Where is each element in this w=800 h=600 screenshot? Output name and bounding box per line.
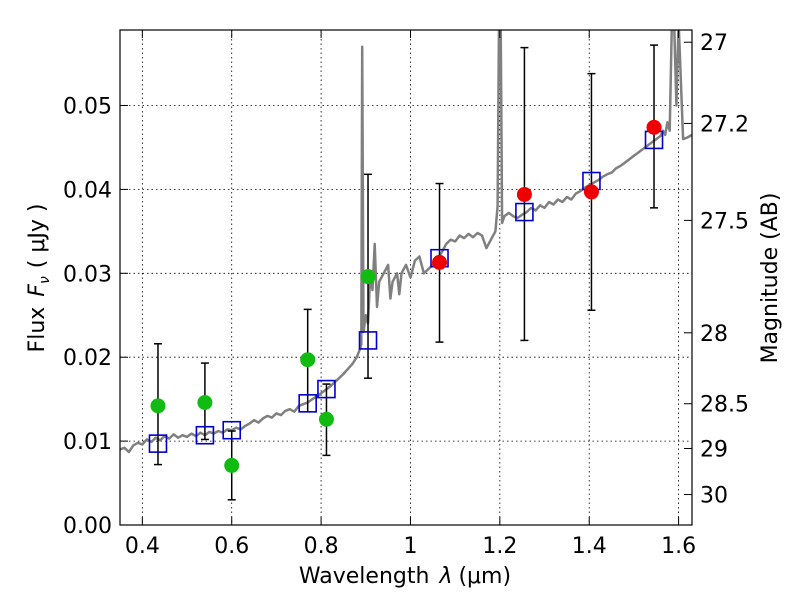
x-tick-label: 1.4 — [572, 534, 607, 559]
red-point — [432, 254, 448, 270]
red-point — [646, 119, 662, 135]
model-box — [317, 379, 336, 399]
green-point — [318, 411, 334, 427]
x-axis-label: Wavelength λ (μm) — [299, 564, 511, 589]
y-axis-label: FluxFν( μJy ) — [25, 204, 53, 353]
model-box — [358, 331, 378, 350]
y2-axis-label: Magnitude (AB) — [758, 193, 783, 364]
y2-tick-label: 29 — [700, 437, 728, 462]
red-point — [516, 186, 532, 202]
y2-tick-label: 27.5 — [700, 209, 749, 234]
data-points — [150, 119, 662, 473]
model-boxes — [148, 130, 664, 453]
red-point — [583, 184, 599, 200]
model-box — [298, 394, 317, 413]
green-point — [197, 395, 213, 411]
x-tick-label: 0.6 — [214, 534, 249, 559]
y-tick-label: 0.04 — [63, 178, 112, 203]
x-tick-label: 1.2 — [482, 534, 517, 559]
x-tick-label: 1.6 — [661, 534, 696, 559]
green-point — [224, 457, 240, 473]
y-tick-label: 0.00 — [63, 514, 112, 539]
y2-tick-label: 27 — [700, 31, 728, 56]
green-point — [150, 398, 166, 414]
plot-frame — [119, 29, 693, 526]
green-point — [300, 352, 316, 368]
model-box — [222, 420, 242, 440]
y-tick-label: 0.01 — [63, 430, 112, 455]
model-box — [195, 425, 215, 445]
x-tick-label: 0.8 — [304, 534, 339, 559]
model-box — [148, 434, 168, 453]
green-point — [360, 269, 376, 285]
model-spectrum-layer — [120, 30, 692, 454]
y-tick-label: 0.02 — [63, 346, 112, 371]
y2-tick-label: 30 — [700, 484, 728, 509]
x-tick-label: 1 — [403, 534, 417, 559]
y-tick-label: 0.05 — [63, 95, 112, 120]
axis-ticks: 0.4 0.6 0.8 1 1.2 1.4 1.6 0.00 0.01 0.02 0.03 0.04 0… — [63, 30, 749, 559]
y2-tick-label: 27.2 — [700, 112, 749, 137]
model-spectrum-line — [120, 30, 692, 454]
y2-tick-label: 28 — [700, 322, 728, 347]
y-tick-label: 0.03 — [63, 262, 112, 287]
model-box — [515, 202, 534, 222]
x-tick-label: 0.4 — [125, 534, 160, 559]
y2-tick-label: 28.5 — [700, 393, 749, 418]
